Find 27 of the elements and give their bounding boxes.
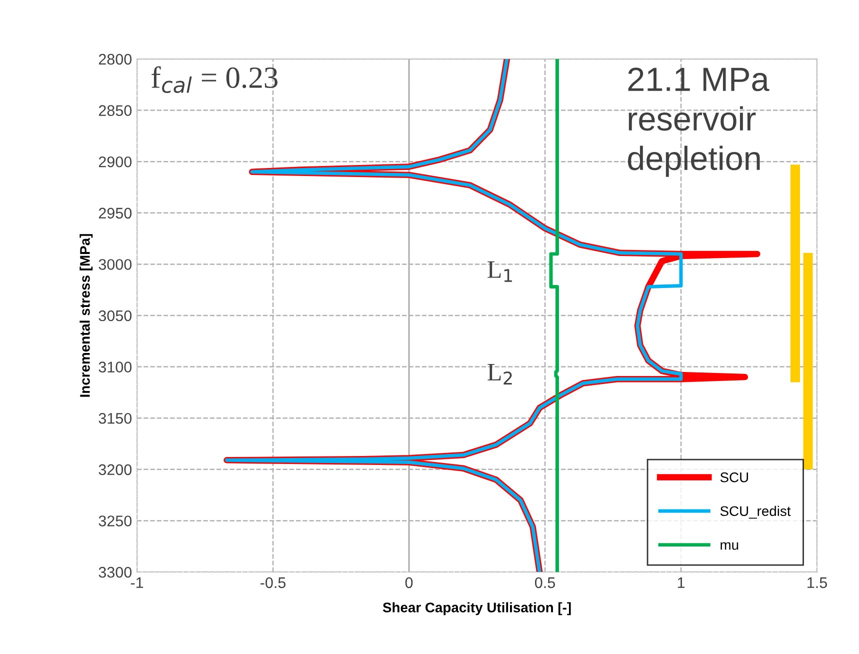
legend-label: SCU [720, 472, 748, 482]
x-tick-label: 0.5 [534, 577, 555, 588]
y-tick-label: 3150 [98, 412, 132, 424]
y-tick-label: 2850 [98, 105, 132, 116]
annotation: L$_{2}$ [488, 364, 512, 384]
y-tick-label: 3100 [98, 362, 132, 372]
y-tick-label: 2950 [98, 208, 132, 219]
legend-label: mu [720, 542, 738, 550]
x-tick-label: -1 [130, 577, 144, 588]
x-axis-title: Shear Capacity Utilisation [-] [382, 602, 571, 616]
x-tick-label: -0.5 [260, 577, 286, 588]
annotation: f$_{cal}$ = 0.23 [152, 66, 278, 94]
y-tick-label: 2800 [98, 54, 132, 65]
y-tick-label: 3250 [98, 516, 132, 526]
x-tick-label: 1.5 [808, 577, 827, 588]
legend-label: SCU_redist [720, 506, 791, 519]
y-tick-label: 3000 [98, 259, 132, 270]
annotation: L$_{1}$ [488, 261, 512, 282]
y-tick-label: 2900 [98, 156, 132, 168]
y-tick-label: 3300 [98, 566, 132, 578]
y-axis-title: Incremental stress [MPa] [80, 234, 93, 397]
y-tick-label: 3050 [98, 310, 132, 322]
annotation: 21.1 MPa reservoir depletion [628, 68, 770, 177]
y-tick-label: 3200 [98, 464, 132, 476]
x-tick-label: 0 [405, 577, 413, 588]
line-series [549, 59, 559, 572]
x-tick-label: 1 [678, 577, 685, 588]
